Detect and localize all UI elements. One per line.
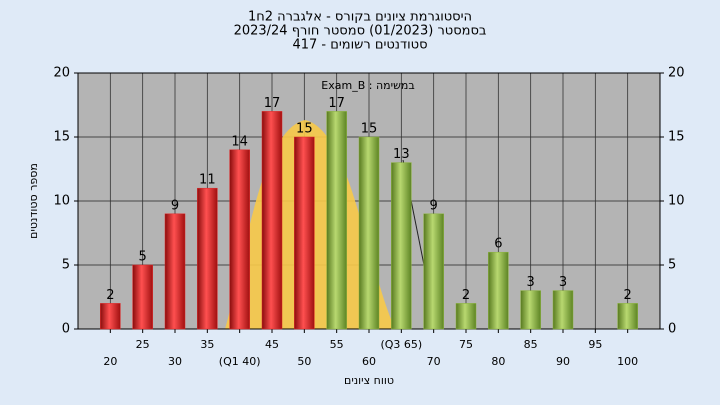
data-label: 15 (296, 122, 313, 137)
data-label: 5 (139, 250, 147, 265)
bar (391, 162, 412, 330)
x-tick-label: 75 (459, 338, 473, 351)
data-label: 9 (430, 198, 438, 213)
x-tick-label: 35 (200, 338, 214, 351)
data-label: 2 (462, 288, 470, 303)
x-tick-label: 90 (556, 355, 570, 368)
data-label: 17 (264, 96, 281, 111)
x-tick-label: (Q1 40) (219, 355, 261, 368)
x-tick-label: 25 (136, 338, 150, 351)
data-label: 17 (328, 96, 345, 111)
bar (552, 290, 574, 330)
data-label: 14 (231, 134, 248, 149)
y2-tick-label: 15 (668, 130, 685, 145)
x-tick-label: 70 (427, 355, 441, 368)
bar (488, 251, 509, 330)
data-label: 2 (624, 288, 632, 303)
x-tick-label: 95 (588, 338, 602, 351)
bar (358, 136, 380, 330)
y2-tick-label: 10 (668, 194, 685, 209)
y-tick-label: 20 (53, 66, 70, 81)
chart-title: היסטוגרמת ציונים בקורס - אלגברה 2ח1 (248, 10, 472, 25)
x-tick-label: 45 (265, 338, 279, 351)
bar (261, 111, 283, 330)
y-tick-label: 0 (62, 322, 70, 337)
x-tick-label: 20 (103, 355, 117, 368)
x-tick-label: 30 (168, 355, 182, 368)
data-label: 9 (171, 198, 179, 213)
bar (455, 303, 477, 330)
y-tick-label: 15 (53, 130, 70, 145)
data-label: 11 (199, 173, 216, 188)
data-label: 15 (361, 122, 378, 137)
annotation: במשימה : Exam_B (321, 79, 414, 92)
y2-tick-label: 0 (668, 322, 676, 337)
bar (520, 290, 541, 330)
bar (229, 149, 250, 330)
y-tick-label: 10 (53, 194, 70, 209)
bar (100, 303, 121, 330)
bar (197, 187, 218, 330)
x-tick-label: (Q3 65) (380, 338, 422, 351)
y2-tick-label: 5 (668, 258, 676, 273)
x-axis-title: טווח ציונים (344, 374, 394, 387)
data-label: 13 (393, 147, 410, 162)
data-label: 2 (106, 288, 114, 303)
bar (164, 213, 186, 330)
bar (294, 136, 315, 330)
data-label: 6 (494, 237, 502, 252)
bar (423, 213, 444, 330)
bar (617, 303, 638, 330)
x-tick-label: 50 (297, 355, 311, 368)
x-tick-label: 85 (524, 338, 538, 351)
x-tick-label: 80 (491, 355, 505, 368)
bar (132, 264, 153, 330)
x-tick-label: 55 (330, 338, 344, 351)
y2-tick-label: 20 (668, 66, 685, 81)
x-tick-label: 100 (617, 355, 638, 368)
y-axis-title: מספר סטודנטים (27, 163, 40, 239)
bar (326, 111, 347, 330)
data-label: 3 (527, 275, 535, 290)
x-tick-label: 60 (362, 355, 376, 368)
y-tick-label: 5 (62, 258, 70, 273)
data-label: 3 (559, 275, 567, 290)
chart-subtitle: סטודנטים רשומים - 417 (292, 38, 427, 53)
chart-subtitle: בסמסטר (01/2023) סמסטר חורף 2023/24 (234, 24, 487, 39)
